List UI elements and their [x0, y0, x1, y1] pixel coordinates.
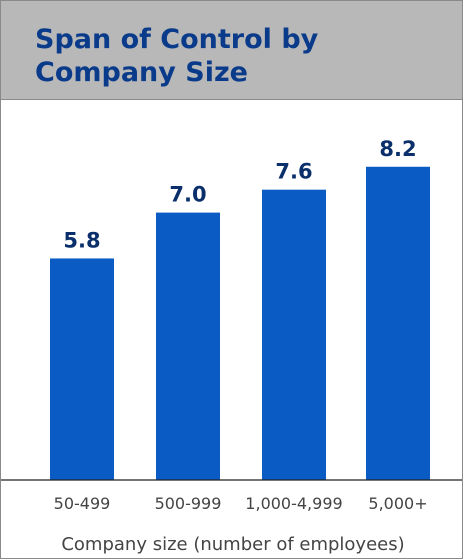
chart-header: Span of Control by Company Size: [1, 1, 462, 100]
value-label-3: 7.6: [275, 160, 312, 184]
bar-1: [50, 258, 114, 480]
x-tick-label-1: 50-499: [54, 494, 111, 513]
bar-4: [366, 166, 430, 480]
value-labels-group: 5.8 7.0 7.6 8.2: [63, 137, 416, 253]
value-label-4: 8.2: [379, 137, 416, 161]
bar-2: [156, 212, 220, 480]
x-tick-label-3: 1,000-4,999: [245, 494, 342, 513]
bar-3: [262, 189, 326, 480]
bars-group: [50, 166, 430, 480]
value-label-1: 5.8: [63, 228, 100, 252]
x-axis-label: Company size (number of employees): [61, 534, 404, 555]
x-tick-labels-group: 50-499 500-999 1,000-4,999 5,000+: [54, 494, 428, 513]
x-tick-label-4: 5,000+: [368, 494, 427, 513]
x-tick-label-2: 500-999: [155, 494, 222, 513]
chart-title: Span of Control by Company Size: [35, 24, 319, 88]
value-label-2: 7.0: [169, 183, 206, 207]
